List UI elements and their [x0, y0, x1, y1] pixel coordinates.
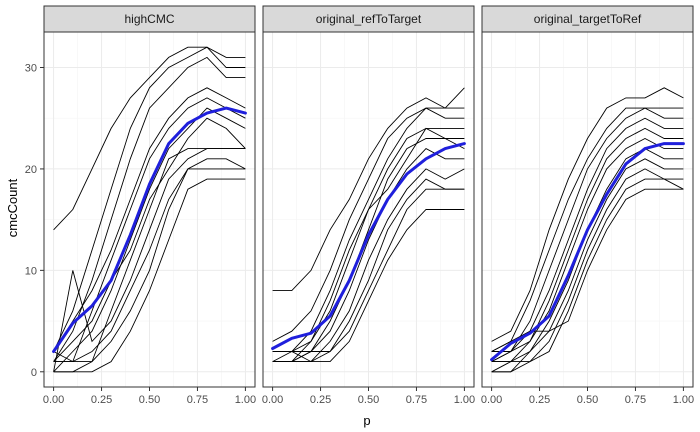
smooth-trend-line — [271, 142, 466, 350]
smooth-trend-line — [52, 106, 247, 353]
facet-strip — [481, 5, 694, 33]
y-axis-title: cmcCount — [5, 178, 20, 237]
series-line-1 — [272, 87, 465, 292]
series-line-3 — [491, 107, 684, 362]
series-line-3 — [53, 56, 246, 362]
series-line-10 — [272, 188, 465, 363]
x-tick-label: 0.75 — [187, 394, 208, 406]
x-tick-label: 0.50 — [358, 394, 379, 406]
panel-3: original_targetToRef 0.00 0.25 0.50 0.75 1.00 — [481, 5, 694, 406]
series-line-3 — [272, 107, 465, 352]
x-tick-label: 0.25 — [91, 394, 112, 406]
series-line-11 — [53, 168, 246, 373]
facet-strip-label: original_targetToRef — [534, 12, 642, 26]
series-line-6 — [491, 137, 684, 373]
series-line-9 — [491, 168, 684, 363]
series-line-6 — [272, 127, 465, 363]
panel-1: highCMC 0.00 0.25 0.50 0.75 1.00 0 10 20 30 — [25, 5, 256, 406]
series-line-9 — [53, 148, 246, 372]
x-tick-label: 0.25 — [529, 394, 550, 406]
x-tick-label: 0.00 — [262, 394, 283, 406]
facet-strip-label: original_refToTarget — [316, 12, 422, 26]
facet-strip — [43, 5, 256, 33]
x-tick-label: 0.75 — [406, 394, 427, 406]
series-line-2 — [272, 107, 465, 342]
panel-2: original_refToTarget 0.00 0.25 0.50 0.75 1.00 — [262, 5, 475, 406]
facet-strip-label: highCMC — [124, 12, 174, 26]
panels-layer: highCMC 0.00 0.25 0.50 0.75 1.00 0 10 20 30 origin… — [25, 5, 694, 406]
series-line-8 — [491, 158, 684, 373]
y-tick-label: 0 — [31, 367, 37, 379]
series-line-2 — [491, 107, 684, 352]
series-line-7 — [272, 148, 465, 352]
series-line-12 — [53, 178, 246, 373]
smooth-trend-line — [490, 142, 685, 362]
series-line-11 — [491, 188, 684, 352]
x-tick-label: 0.50 — [139, 394, 160, 406]
x-tick-label: 1.00 — [235, 394, 256, 406]
y-tick-label: 30 — [25, 63, 37, 75]
x-tick-label: 0.75 — [625, 394, 646, 406]
facet-strip — [262, 5, 475, 33]
x-tick-label: 0.25 — [310, 394, 331, 406]
x-tick-label: 1.00 — [454, 394, 475, 406]
series-line-1 — [53, 46, 246, 231]
x-tick-label: 0.50 — [577, 394, 598, 406]
series-line-10 — [491, 178, 684, 373]
x-axis-title: p — [363, 413, 370, 428]
series-line-10 — [53, 158, 246, 363]
series-line-4 — [53, 87, 246, 352]
series-line-9 — [272, 178, 465, 363]
series-line-1 — [491, 87, 684, 342]
x-tick-label: 1.00 — [673, 394, 694, 406]
series-line-5 — [491, 127, 684, 362]
x-tick-label: 0.00 — [481, 394, 502, 406]
y-tick-label: 10 — [25, 265, 37, 277]
y-tick-label: 20 — [25, 164, 37, 176]
series-line-11 — [272, 209, 465, 363]
series-line-7 — [53, 117, 246, 362]
series-line-2 — [53, 46, 246, 352]
x-tick-label: 0.00 — [43, 394, 64, 406]
